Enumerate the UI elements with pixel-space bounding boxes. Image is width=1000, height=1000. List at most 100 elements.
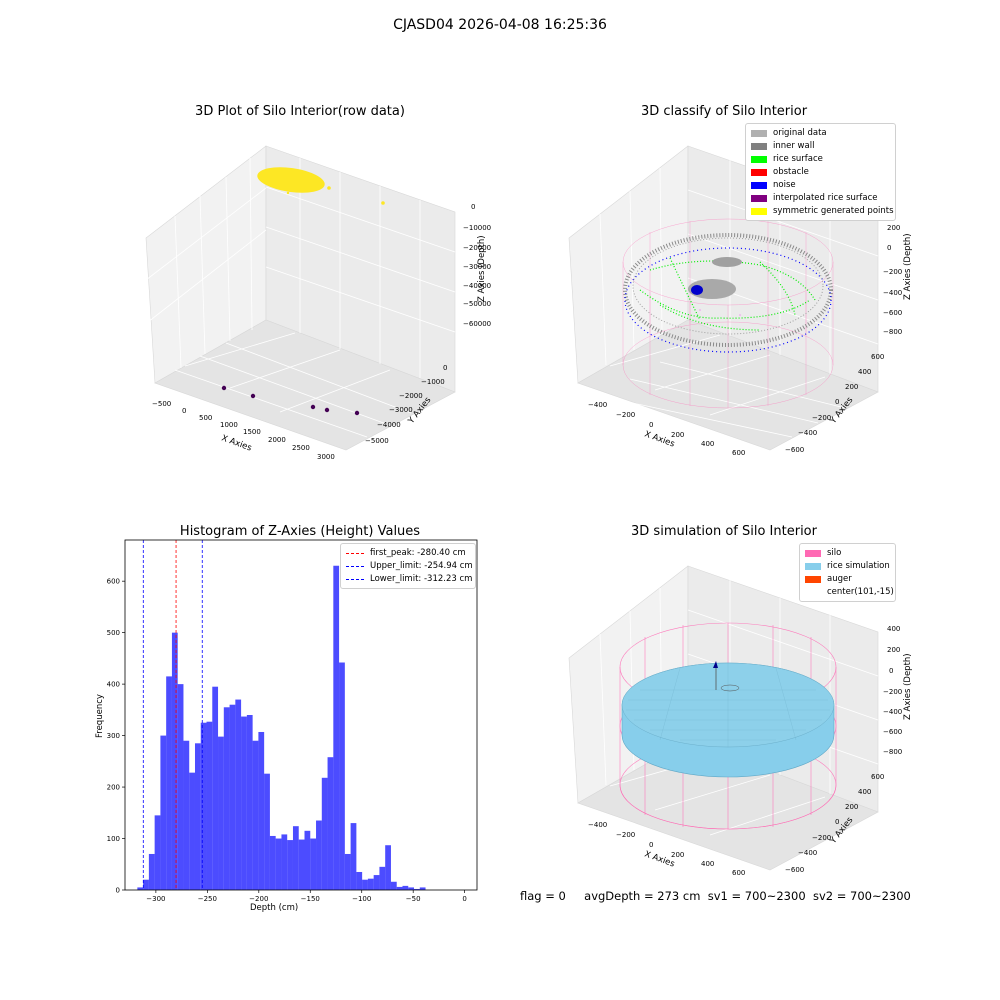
panel4-title: 3D simulation of Silo Interior bbox=[631, 524, 817, 539]
panel3-legend: first_peak: -280.40 cm Upper_limit: -254… bbox=[340, 543, 476, 589]
hist-bar bbox=[287, 840, 293, 890]
hist-bar bbox=[339, 662, 345, 890]
hist-bar bbox=[304, 830, 311, 890]
hist-bar bbox=[148, 853, 155, 890]
hist-bar bbox=[373, 875, 380, 890]
p4-ztick: −400 bbox=[883, 708, 902, 716]
p4-ytick: 200 bbox=[845, 803, 858, 811]
legend-swatch bbox=[751, 169, 767, 176]
p4-ytick: −400 bbox=[798, 849, 817, 857]
hist-bar bbox=[385, 845, 391, 890]
p2-ztick: 200 bbox=[887, 224, 900, 232]
legend-swatch bbox=[751, 143, 767, 150]
hist-xtick-label: 0 bbox=[462, 895, 466, 903]
p1-ztick: −10000 bbox=[463, 224, 491, 232]
status-footer: flag = 0 avgDepth = 273 cm sv1 = 700~230… bbox=[520, 889, 911, 903]
p2-xtick: 600 bbox=[732, 449, 745, 457]
p4-xtick: −400 bbox=[588, 821, 607, 829]
figure-title: CJASD04 2026-04-08 16:25:36 bbox=[393, 17, 607, 33]
sv1-text: sv1 = 700~2300 bbox=[707, 889, 806, 903]
avg-depth-text: avgDepth = 273 cm bbox=[584, 889, 701, 903]
p4-xtick: 200 bbox=[671, 851, 684, 859]
p2-ztick: 0 bbox=[887, 244, 891, 252]
panel1-title: 3D Plot of Silo Interior(row data) bbox=[195, 104, 405, 119]
p2-ztick: −200 bbox=[883, 268, 902, 276]
hist-bar bbox=[396, 886, 403, 890]
p4-ztick: 0 bbox=[889, 667, 893, 675]
p1-xtick: 1500 bbox=[243, 428, 261, 436]
legend-line bbox=[346, 553, 364, 554]
p1-ytick: −3000 bbox=[389, 406, 413, 414]
hist-bar bbox=[362, 879, 368, 890]
hist-bar bbox=[298, 839, 305, 890]
p4-ztick: −800 bbox=[883, 748, 902, 756]
p1-ztick: 0 bbox=[471, 203, 475, 211]
hist-ylabel: Frequency bbox=[95, 694, 105, 738]
hist-ytick-label: 300 bbox=[107, 732, 120, 740]
flag-text: flag = 0 bbox=[520, 889, 566, 903]
hist-bar bbox=[344, 853, 351, 890]
p4-xtick: −200 bbox=[616, 831, 635, 839]
legend-swatch bbox=[805, 550, 821, 557]
hist-bar bbox=[264, 773, 270, 890]
hist-xlabel: Depth (cm) bbox=[250, 903, 298, 913]
hist-bar bbox=[292, 826, 299, 890]
p2-ytick: −600 bbox=[785, 446, 804, 454]
p2-ytick: 600 bbox=[871, 353, 884, 361]
panel2-title: 3D classify of Silo Interior bbox=[640, 104, 808, 119]
hist-bar bbox=[390, 881, 397, 890]
hist-bar bbox=[218, 736, 224, 890]
hist-bar bbox=[212, 686, 219, 890]
p1-ytick: −5000 bbox=[365, 437, 389, 445]
hist-bar bbox=[402, 885, 409, 890]
p1-xtick: 0 bbox=[182, 407, 186, 415]
legend-swatch bbox=[751, 130, 767, 137]
p1-ytick: 0 bbox=[443, 364, 447, 372]
hist-bar bbox=[194, 743, 201, 890]
legend-line bbox=[346, 566, 364, 567]
hist-xtick-label: −100 bbox=[352, 895, 371, 903]
legend-item: center(101,-15) bbox=[805, 586, 894, 599]
p1-ztick: −60000 bbox=[463, 320, 491, 328]
p4-ytick: 0 bbox=[835, 818, 839, 826]
legend-swatch bbox=[805, 563, 821, 570]
legend-line bbox=[346, 579, 364, 580]
panel4-legend: silo rice simulation auger center(101,-1… bbox=[799, 543, 896, 602]
legend-item: inner wall bbox=[751, 140, 890, 153]
p1-xtick: 1000 bbox=[220, 421, 238, 429]
legend-item: rice surface bbox=[751, 153, 890, 166]
hist-bar bbox=[252, 740, 259, 890]
legend-swatch bbox=[751, 208, 767, 215]
hist-xtick-label: −300 bbox=[146, 895, 165, 903]
hist-bar bbox=[229, 704, 236, 890]
hist-bar bbox=[367, 878, 374, 890]
hist-bar bbox=[258, 731, 265, 890]
p2-ztick: −600 bbox=[883, 309, 902, 317]
p2-ztick: −400 bbox=[883, 289, 902, 297]
hist-bar bbox=[183, 740, 190, 890]
p4-zlabel: Z Axies (Depth) bbox=[903, 653, 913, 720]
hist-bar bbox=[321, 777, 328, 890]
p4-ztick: 400 bbox=[887, 625, 900, 633]
p1-xtick: 2000 bbox=[268, 436, 286, 444]
panel2-legend: original data inner wall rice surface ob… bbox=[745, 123, 896, 221]
p1-xtick: 3000 bbox=[317, 453, 335, 461]
hist-bar bbox=[189, 772, 195, 890]
p4-xtick: 400 bbox=[701, 860, 714, 868]
p2-ytick: 400 bbox=[858, 368, 871, 376]
hist-bar bbox=[171, 632, 178, 890]
hist-bar bbox=[350, 823, 357, 890]
p1-zlabel: Z Axies (Depth) bbox=[477, 235, 487, 302]
hist-bar bbox=[333, 565, 340, 890]
p1-xtick: −500 bbox=[152, 400, 171, 408]
hist-bar bbox=[154, 815, 161, 890]
legend-item: original data bbox=[751, 127, 890, 140]
legend-swatch bbox=[805, 576, 821, 583]
p1-xtick: 500 bbox=[199, 414, 212, 422]
hist-bar bbox=[356, 871, 363, 890]
hist-ytick-label: 500 bbox=[107, 629, 120, 637]
hist-ytick-label: 0 bbox=[116, 887, 120, 895]
legend-swatch bbox=[751, 156, 767, 163]
